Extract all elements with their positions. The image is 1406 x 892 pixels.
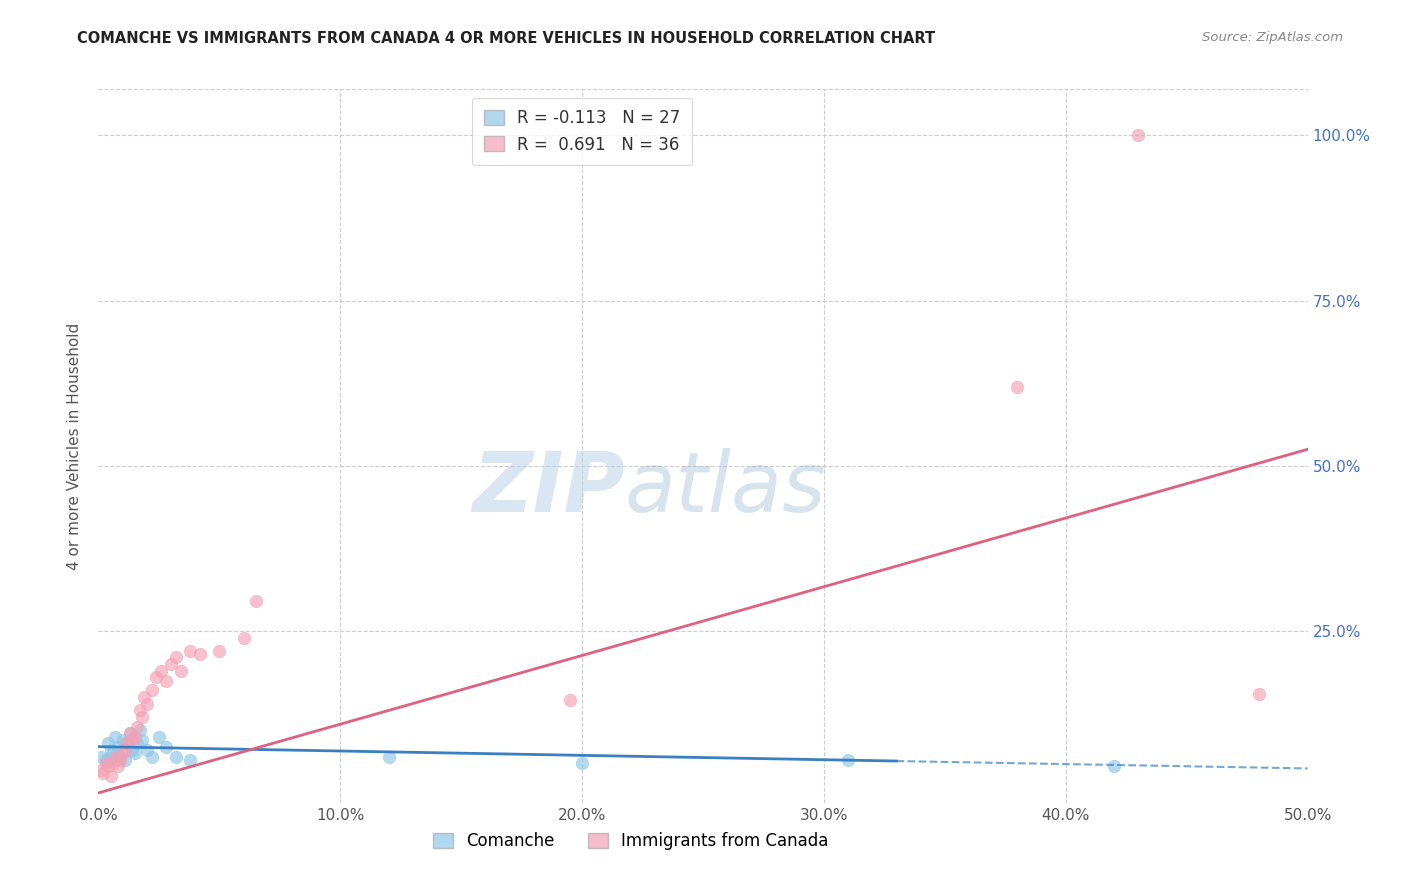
Point xyxy=(127,736,149,750)
Text: ZIP: ZIP xyxy=(472,449,624,529)
Point xyxy=(141,749,163,764)
Point xyxy=(165,749,187,764)
Point xyxy=(118,726,141,740)
Point xyxy=(117,736,139,750)
Point xyxy=(94,756,117,771)
Text: COMANCHE VS IMMIGRANTS FROM CANADA 4 OR MORE VEHICLES IN HOUSEHOLD CORRELATION C: COMANCHE VS IMMIGRANTS FROM CANADA 4 OR … xyxy=(77,31,935,46)
Point xyxy=(179,753,201,767)
Point xyxy=(232,631,254,645)
Point xyxy=(1007,379,1029,393)
Point xyxy=(94,753,117,767)
Point xyxy=(165,650,187,665)
Point xyxy=(128,723,150,738)
Point xyxy=(104,749,127,764)
Point xyxy=(245,594,267,608)
Text: Source: ZipAtlas.com: Source: ZipAtlas.com xyxy=(1202,31,1343,45)
Point xyxy=(135,743,157,757)
Point xyxy=(179,644,201,658)
Point xyxy=(90,763,112,777)
Point xyxy=(118,726,141,740)
Text: atlas: atlas xyxy=(624,449,827,529)
Point xyxy=(108,753,131,767)
Point xyxy=(131,733,153,747)
Point xyxy=(571,756,593,771)
Point xyxy=(114,743,136,757)
Point xyxy=(1128,128,1150,143)
Point xyxy=(145,670,167,684)
Point xyxy=(128,703,150,717)
Point xyxy=(101,756,124,771)
Point xyxy=(135,697,157,711)
Point xyxy=(131,710,153,724)
Point xyxy=(155,739,177,754)
Point xyxy=(97,736,120,750)
Point xyxy=(101,746,124,760)
Point xyxy=(1249,687,1271,701)
Point xyxy=(188,647,211,661)
Point xyxy=(837,753,859,767)
Point xyxy=(121,743,143,757)
Point xyxy=(107,759,129,773)
Point xyxy=(155,673,177,688)
Legend: Comanche, Immigrants from Canada: Comanche, Immigrants from Canada xyxy=(425,824,837,859)
Point xyxy=(124,746,146,760)
Point xyxy=(377,749,399,764)
Point xyxy=(148,730,170,744)
Point xyxy=(111,746,134,760)
Point xyxy=(1102,759,1125,773)
Point xyxy=(97,759,120,773)
Point xyxy=(104,730,127,744)
Point xyxy=(208,644,231,658)
Point xyxy=(169,664,191,678)
Point xyxy=(141,683,163,698)
Point xyxy=(100,769,122,783)
Point xyxy=(111,733,134,747)
Point xyxy=(127,720,149,734)
Point xyxy=(90,749,112,764)
Point xyxy=(108,749,131,764)
Point xyxy=(160,657,183,671)
Point xyxy=(114,753,136,767)
Point xyxy=(150,664,173,678)
Point xyxy=(107,739,129,754)
Y-axis label: 4 or more Vehicles in Household: 4 or more Vehicles in Household xyxy=(67,322,83,570)
Point xyxy=(91,766,114,780)
Point xyxy=(121,733,143,747)
Point xyxy=(134,690,156,704)
Point xyxy=(124,730,146,744)
Point xyxy=(100,743,122,757)
Point xyxy=(558,693,581,707)
Point xyxy=(117,736,139,750)
